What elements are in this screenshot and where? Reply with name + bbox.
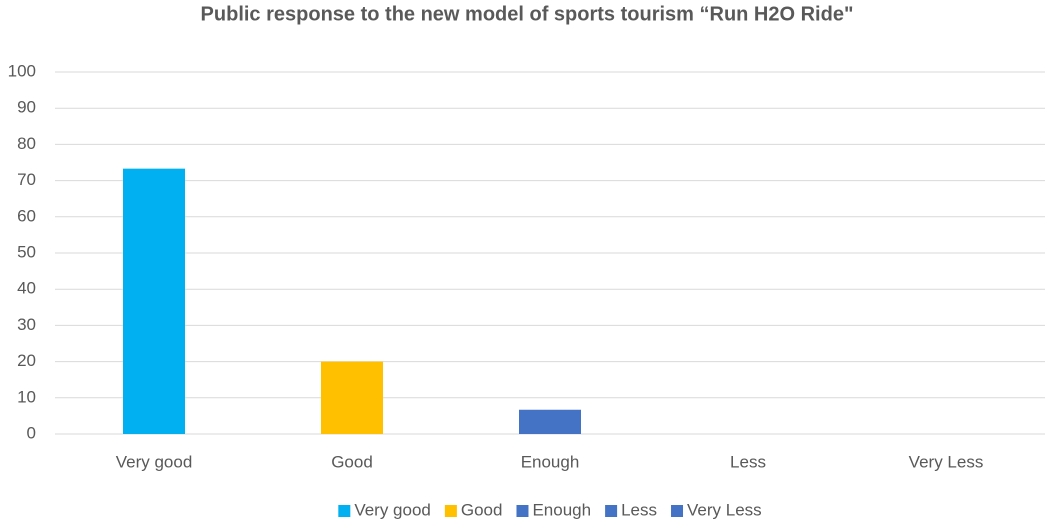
y-tick-label: 20 — [17, 351, 36, 370]
legend-label: Enough — [532, 500, 591, 519]
y-tick-label: 40 — [17, 279, 36, 298]
legend-swatch — [444, 505, 457, 517]
y-tick-label: 100 — [8, 61, 36, 80]
y-tick-label: 0 — [27, 423, 36, 442]
y-tick-label: 10 — [17, 387, 36, 406]
y-tick-label: 80 — [17, 134, 36, 153]
x-tick-label: Very Less — [909, 452, 984, 471]
legend-swatch — [338, 505, 351, 517]
y-tick-label: 30 — [17, 315, 36, 334]
legend-label: Very good — [354, 500, 431, 519]
legend-label: Good — [461, 500, 503, 519]
bar — [519, 409, 581, 434]
y-tick-label: 90 — [17, 98, 36, 117]
bar — [321, 361, 383, 434]
legend-swatch — [516, 505, 529, 517]
y-tick-label: 50 — [17, 242, 36, 261]
y-tick-label: 60 — [17, 206, 36, 225]
x-tick-label: Good — [331, 452, 373, 471]
bar — [123, 168, 185, 435]
legend-label: Less — [621, 500, 657, 519]
chart-title: Public response to the new model of spor… — [201, 3, 854, 25]
legend-swatch — [605, 505, 618, 517]
x-tick-label: Less — [730, 452, 766, 471]
x-tick-label: Very good — [116, 452, 193, 471]
legend-label: Very Less — [687, 500, 762, 519]
x-tick-label: Enough — [521, 452, 580, 471]
y-tick-label: 70 — [17, 170, 36, 189]
legend-swatch — [671, 505, 684, 517]
